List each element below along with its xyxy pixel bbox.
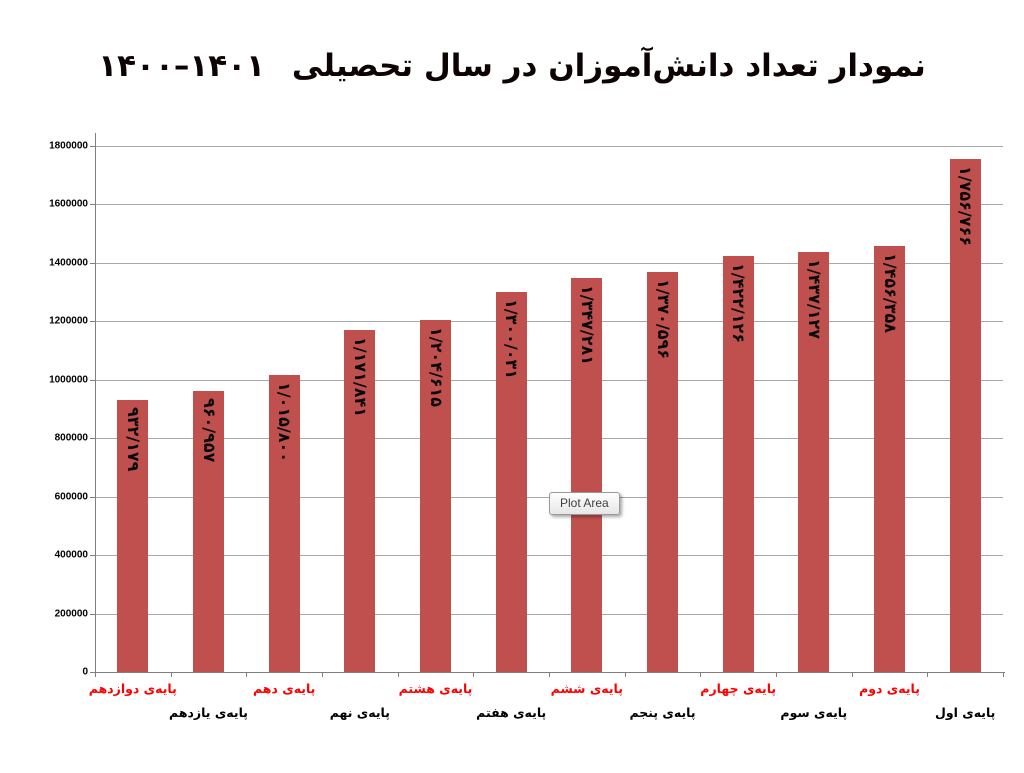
bar-پایه‌ی هفتم[interactable]	[495, 292, 527, 672]
y-axis-label: 1400000	[49, 257, 88, 269]
y-axis-line	[95, 133, 96, 672]
bar-value-label: ۱/۰۱۵/۸۰۰	[275, 382, 295, 463]
x-axis-tick	[549, 672, 550, 677]
y-axis-tick	[90, 672, 95, 673]
y-axis-tick	[90, 438, 95, 440]
category-label: پایه‌ی نهم	[329, 705, 390, 720]
x-axis-tick	[397, 672, 399, 677]
y-axis-tick	[90, 496, 95, 498]
y-axis-label: 200000	[54, 608, 88, 620]
gridline	[95, 555, 1003, 557]
y-axis-tick	[90, 146, 95, 147]
gridline	[95, 379, 1003, 381]
x-axis-tick	[851, 672, 853, 677]
bar-value-label: ۱/۷۵۶/۷۶۶	[956, 165, 976, 246]
bar-value-label: ۱/۴۵۶/۳۵۸	[880, 253, 900, 334]
bar-پایه‌ی چهارم[interactable]	[722, 256, 754, 672]
category-label: پایه‌ی سوم	[780, 705, 848, 720]
gridline	[95, 438, 1003, 440]
y-axis-tick	[90, 321, 95, 323]
chart-title: نمودار تعداد دانش‌آموزان در سال تحصیلی ۱…	[0, 48, 1024, 84]
bar-پایه‌ی ششم[interactable]	[571, 278, 603, 672]
x-axis-tick	[473, 672, 475, 677]
bar-value-label: ۱/۲۰۴/۶۱۵	[426, 327, 446, 408]
bar-پایه‌ی هشتم[interactable]	[420, 320, 451, 672]
bar-پایه‌ی دهم[interactable]	[268, 375, 300, 672]
y-axis-label: 800000	[54, 432, 88, 444]
bar-پایه‌ی یازدهم[interactable]	[193, 391, 224, 672]
y-axis-tick	[90, 555, 95, 557]
y-axis-tick	[90, 204, 95, 206]
y-axis-label: 1800000	[49, 140, 88, 152]
x-axis-tick	[624, 672, 626, 677]
category-label: پایه‌ی اول	[935, 705, 996, 720]
x-axis-tick	[246, 672, 248, 677]
category-label: پایه‌ی هفتم	[476, 705, 547, 720]
plot-area-tooltip: Plot Area	[549, 492, 620, 515]
bar-value-label: ۱/۴۲۲/۱۲۶	[729, 263, 749, 344]
gridline	[95, 204, 1003, 206]
plot-area[interactable]	[95, 146, 1003, 672]
category-label: پایه‌ی چهارم	[700, 681, 777, 696]
bar-value-label: ۱/۴۳۷/۱۲۷	[804, 259, 824, 340]
chart-title-years: ۱۴۰۰–۱۴۰۱	[98, 48, 266, 84]
gridline	[95, 613, 1003, 615]
bar-پایه‌ی دوم[interactable]	[874, 246, 905, 672]
x-axis-tick	[95, 672, 96, 677]
y-axis-label: 600000	[54, 491, 88, 503]
gridline	[95, 262, 1003, 264]
x-axis-tick	[700, 672, 702, 677]
bar-پایه‌ی نهم[interactable]	[344, 329, 376, 672]
x-axis-tick	[1003, 672, 1004, 677]
y-axis-label: 1200000	[49, 315, 88, 327]
x-axis-tick	[776, 672, 777, 677]
category-label: پایه‌ی ششم	[550, 681, 623, 696]
category-label: پایه‌ی دهم	[253, 681, 316, 696]
y-axis-tick	[90, 379, 95, 381]
bar-value-label: ۱/۳۰۰/۰۳۱	[502, 299, 522, 380]
bar-value-label: ۹۳۲/۱۷۹	[123, 406, 143, 472]
bar-پایه‌ی سوم[interactable]	[798, 252, 830, 672]
category-label: پایه‌ی دوم	[859, 681, 920, 696]
bar-value-label: ۱/۳۷۰/۵۹۶	[653, 278, 673, 359]
y-axis-label: 400000	[54, 549, 88, 561]
category-label: پایه‌ی یازدهم	[169, 705, 248, 720]
bar-value-label: ۱/۱۷۱/۸۴۱	[350, 336, 370, 417]
y-axis-label: 1600000	[49, 198, 88, 210]
x-axis-tick	[927, 672, 929, 677]
bar-value-label: ۹۶۰/۹۵۷	[199, 398, 219, 463]
x-axis-line	[95, 672, 1005, 673]
category-label: پایه‌ی هشتم	[398, 681, 473, 696]
x-axis-tick	[170, 672, 172, 677]
y-axis-tick	[90, 262, 95, 264]
bar-پایه‌ی دوازدهم[interactable]	[117, 399, 149, 672]
gridline	[95, 321, 1003, 323]
gridline	[95, 146, 1003, 147]
category-label: پایه‌ی دوازدهم	[88, 681, 177, 696]
x-axis-tick	[322, 672, 323, 677]
bar-پایه‌ی پنجم[interactable]	[647, 271, 678, 672]
y-axis-label: 0	[82, 666, 88, 678]
y-axis-tick	[90, 613, 95, 615]
category-label: پایه‌ی پنجم	[629, 705, 696, 720]
y-axis-label: 1000000	[49, 374, 88, 386]
bar-value-label: ۱/۳۴۷/۲۸۱	[577, 285, 597, 366]
bar-پایه‌ی اول[interactable]	[949, 158, 981, 672]
chart-title-text: نمودار تعداد دانش‌آموزان در سال تحصیلی	[291, 48, 926, 84]
